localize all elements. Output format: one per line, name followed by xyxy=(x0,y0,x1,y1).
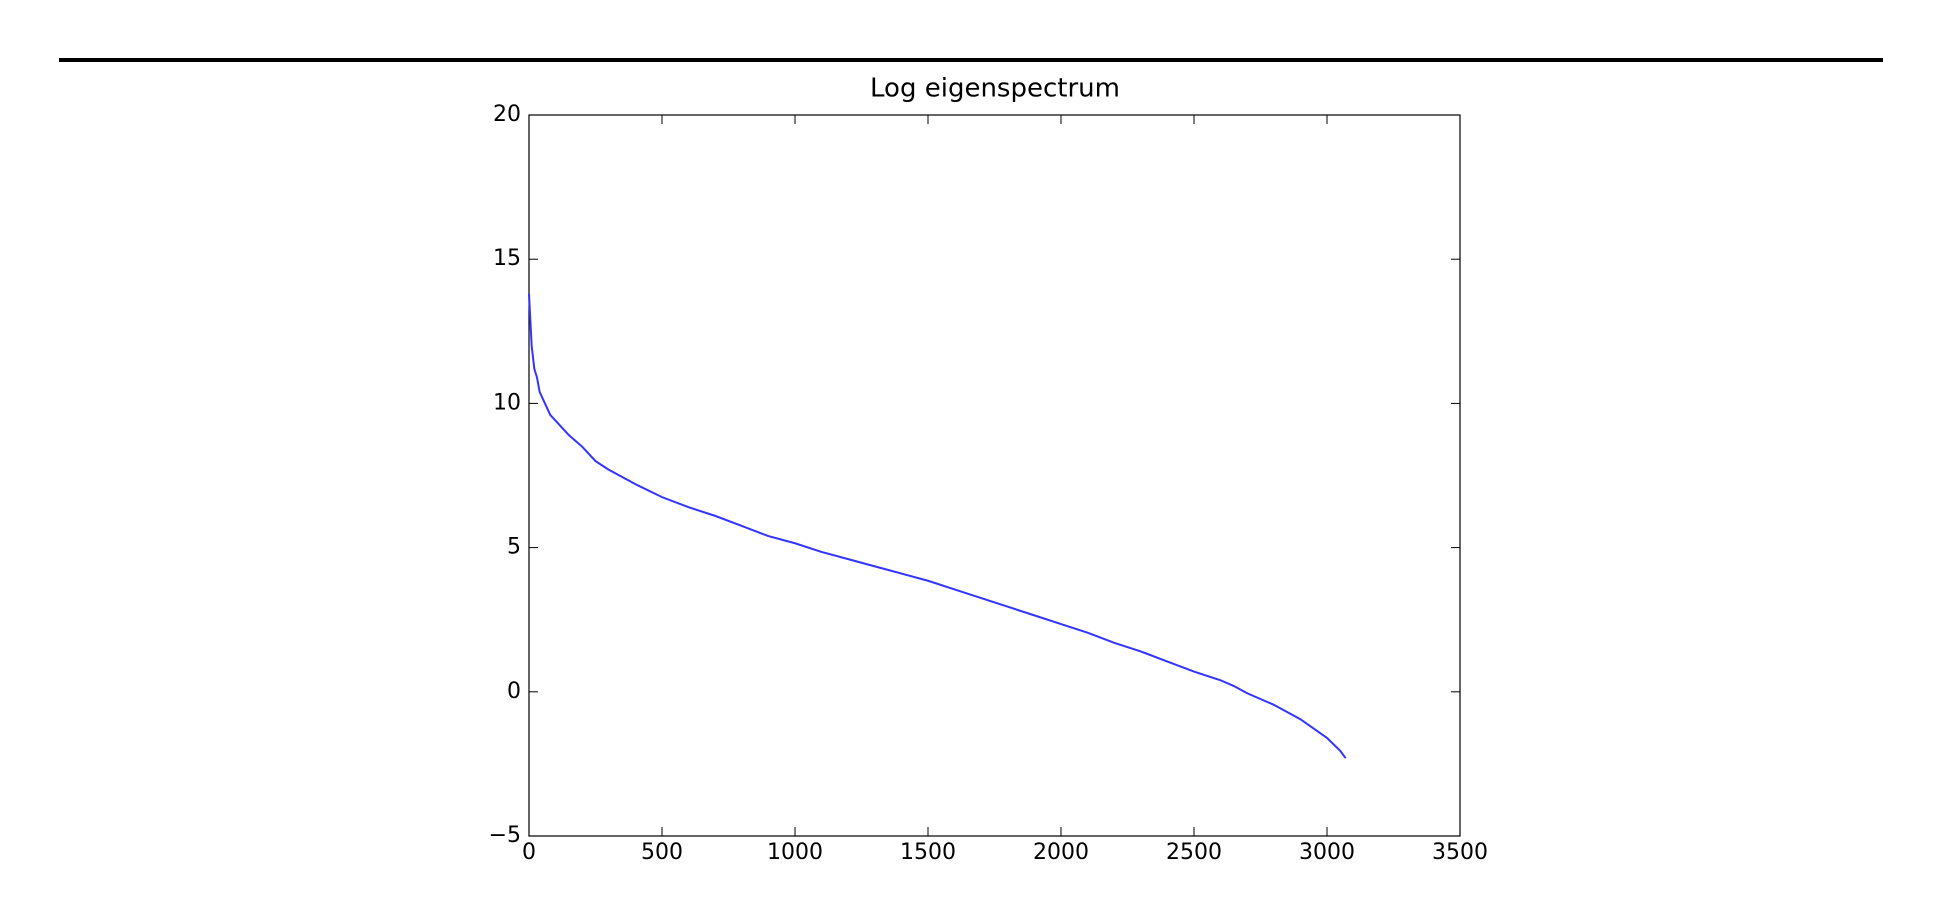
x-tick-label: 3000 xyxy=(1299,840,1355,865)
x-tick-label: 2500 xyxy=(1166,840,1222,865)
data-line xyxy=(528,293,1347,759)
x-tick-label: 1500 xyxy=(900,840,956,865)
y-tick-label: −5 xyxy=(489,823,521,848)
y-tick-label: 15 xyxy=(493,246,521,271)
plot-frame xyxy=(528,114,1461,837)
chart-title: Log eigenspectrum xyxy=(870,74,1120,104)
x-tick-label: 1000 xyxy=(767,840,823,865)
y-tick-label: 0 xyxy=(507,679,521,704)
y-tick-label: 10 xyxy=(493,390,521,415)
x-tick-label: 2000 xyxy=(1033,840,1089,865)
x-tick-label: 0 xyxy=(522,840,536,865)
x-tick-label: 3500 xyxy=(1432,840,1488,865)
y-tick-label: 5 xyxy=(507,535,521,560)
x-tick-label: 500 xyxy=(641,840,683,865)
y-tick-label: 20 xyxy=(493,102,521,127)
